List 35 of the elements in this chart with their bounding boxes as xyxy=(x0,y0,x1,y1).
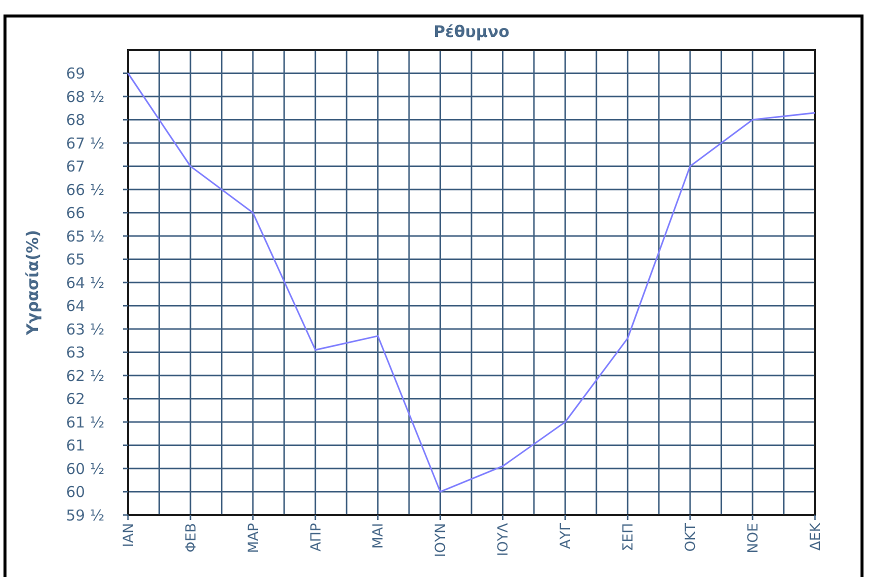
y-tick-label: 66 xyxy=(66,204,86,222)
y-tick-label: 69 xyxy=(66,64,86,82)
x-tick-label: ΑΥΓ xyxy=(558,522,574,549)
y-tick-label: 65 xyxy=(66,250,86,268)
y-tick-label: 63 xyxy=(66,344,86,362)
y-tick-label: 68 ½ xyxy=(66,88,104,106)
y-tick-label: 63 ½ xyxy=(66,320,104,338)
x-tick-label: ΑΠΡ xyxy=(308,523,324,552)
y-tick-label: 60 ½ xyxy=(66,460,104,478)
y-tick-label: 61 xyxy=(66,436,86,454)
y-axis-title: Υγρασία(%) xyxy=(23,230,42,336)
x-tick-label: ΜΑΡ xyxy=(246,523,262,554)
y-tick-label: 65 ½ xyxy=(66,227,104,246)
x-tick-label: ΙΟΥΛ xyxy=(496,522,512,556)
y-tick-label: 61 ½ xyxy=(66,413,104,432)
y-tick-label: 67 xyxy=(66,158,86,176)
y-tick-label: 62 xyxy=(66,390,86,408)
x-tick-label: ΣΕΠ xyxy=(620,523,637,552)
x-tick-label: ΔΕΚ xyxy=(808,522,824,551)
y-tick-label: 64 ½ xyxy=(66,274,104,292)
chart-title: Ρέθυμνο xyxy=(433,22,510,41)
y-tick-label: 64 xyxy=(66,297,86,315)
x-tick-label: ΟΚΤ xyxy=(682,522,699,552)
x-tick-label: ΜΑΙ xyxy=(370,523,387,549)
y-tick-label: 68 xyxy=(66,111,86,129)
y-tick-label: 62 ½ xyxy=(66,366,104,385)
y-tick-label: 59 ½ xyxy=(66,506,104,524)
y-tick-label: 67 ½ xyxy=(66,134,104,152)
x-tick-label: ΙΑΝ xyxy=(120,523,137,548)
x-tick-label: ΙΟΥΝ xyxy=(433,523,450,558)
y-tick-label: 66 ½ xyxy=(66,180,104,199)
x-tick-label: ΝΟΕ xyxy=(745,523,762,554)
x-tick-label: ΦΕΒ xyxy=(183,523,200,552)
line-series xyxy=(127,72,816,493)
y-tick-label: 60 xyxy=(66,483,86,501)
